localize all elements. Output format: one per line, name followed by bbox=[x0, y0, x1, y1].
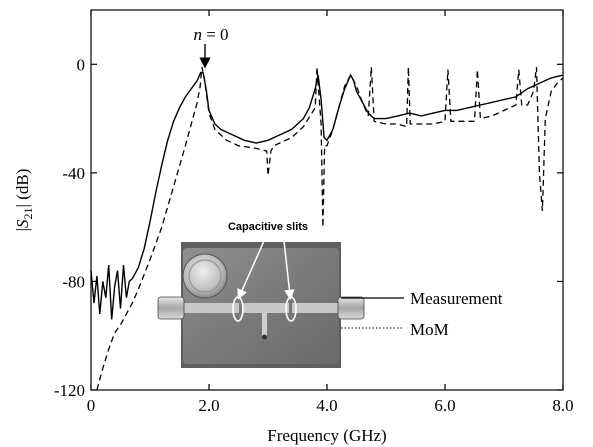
x-tick-label: 6.0 bbox=[434, 396, 455, 415]
legend-label-mom: MoM bbox=[410, 320, 449, 339]
y-tick-label: -40 bbox=[62, 164, 85, 183]
coin-inner-ring bbox=[188, 259, 222, 293]
peak-label: n = 0 bbox=[193, 25, 228, 44]
sma-connector-right bbox=[337, 296, 365, 320]
coin bbox=[182, 253, 228, 299]
x-axis-title: Frequency (GHz) bbox=[267, 426, 386, 445]
slit-arrow-left bbox=[237, 231, 269, 300]
circuit-photo-inset bbox=[157, 231, 365, 368]
microstrip-line-mid bbox=[242, 303, 289, 313]
capacitive-slits-label: Capacitive slits bbox=[228, 221, 308, 233]
via bbox=[262, 334, 267, 340]
legend-label-measurement: Measurement bbox=[410, 289, 503, 308]
series-line-measurement bbox=[90, 71, 564, 320]
series-line-mom bbox=[96, 66, 564, 391]
y-tick-label: -120 bbox=[54, 381, 85, 400]
x-tick-label: 2.0 bbox=[198, 396, 219, 415]
x-tick-label: 8.0 bbox=[552, 396, 573, 415]
sma-connector-left bbox=[157, 296, 185, 320]
y-axis-title: |S21| (dB) bbox=[13, 169, 35, 232]
shorting-stub bbox=[262, 312, 267, 336]
slit-arrow-right bbox=[282, 231, 295, 301]
y-tick-label: -80 bbox=[62, 272, 85, 291]
axis-ticks: 0 2.0 4.0 6.0 8.0 0 -40 -80 -120 bbox=[54, 10, 574, 415]
y-tick-label: 0 bbox=[77, 55, 86, 74]
x-tick-label: 0 bbox=[87, 396, 96, 415]
microstrip-line-right bbox=[292, 303, 339, 313]
microstrip-line-left bbox=[183, 303, 239, 313]
x-tick-label: 4.0 bbox=[316, 396, 337, 415]
